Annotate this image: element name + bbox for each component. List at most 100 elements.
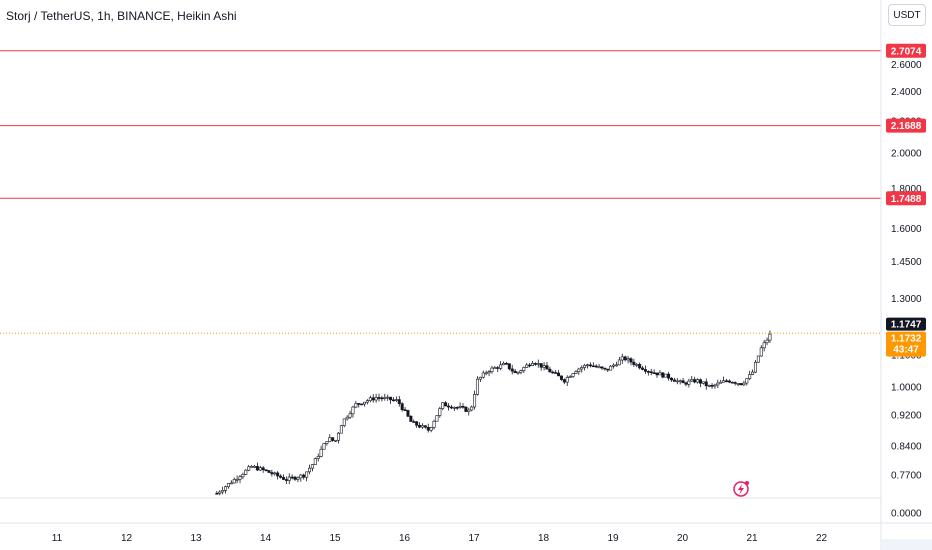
candle-body (310, 464, 314, 469)
candle-body (701, 381, 705, 384)
candle-body (635, 364, 639, 366)
candle-body (322, 443, 326, 450)
candle (586, 363, 590, 369)
chart-title: Storj / TetherUS, 1h, BINANCE, Heikin As… (6, 9, 237, 23)
y-tick-label: 1.0000 (891, 383, 922, 394)
candle-body (360, 403, 364, 406)
y-tick-label: 2.0000 (891, 149, 922, 160)
candle (409, 414, 413, 422)
candle (374, 393, 378, 403)
candle-body (554, 372, 558, 374)
candle (394, 396, 398, 402)
candle (452, 406, 456, 411)
candle-body (308, 467, 312, 473)
candle-body (655, 372, 659, 376)
candle (255, 462, 259, 472)
candle-body (722, 380, 726, 383)
candle-body (418, 424, 422, 428)
lightning-icon[interactable] (733, 481, 749, 497)
candle (658, 370, 662, 376)
level-tag (886, 118, 926, 133)
candle (565, 375, 569, 386)
candle-body (594, 365, 598, 368)
candle-body (218, 491, 222, 494)
candle (386, 394, 390, 401)
candle-body (588, 364, 592, 367)
countdown-label: 43:47 (893, 345, 919, 356)
candle (496, 365, 500, 373)
candle (342, 418, 346, 428)
candle (681, 377, 685, 384)
candle-body (507, 363, 511, 370)
candle-body (438, 408, 442, 416)
candle (403, 407, 407, 412)
candle-body (539, 363, 543, 368)
candle (507, 363, 511, 371)
candle-body (751, 371, 755, 375)
candle-body (684, 382, 688, 385)
candle (762, 339, 766, 352)
candle-body (739, 383, 743, 386)
candle (710, 383, 714, 389)
candle-body (551, 371, 555, 374)
candle-body (623, 356, 627, 361)
candle-body (759, 347, 763, 357)
candle-body (733, 382, 737, 384)
candle (510, 364, 514, 375)
candle (675, 378, 679, 385)
candle (238, 474, 242, 484)
candle-body (502, 363, 506, 366)
y-tick-label: 0.9200 (891, 411, 922, 422)
x-tick-label: 12 (121, 533, 133, 544)
candle (354, 400, 358, 409)
candle-body (591, 365, 595, 368)
candle (244, 469, 248, 476)
candle (481, 370, 485, 379)
candle (632, 358, 636, 367)
candle (667, 371, 671, 381)
candle-body (559, 375, 563, 380)
candle (435, 415, 439, 422)
candle-body (519, 370, 523, 373)
candle-body (351, 406, 355, 415)
candle (226, 483, 230, 489)
candle (438, 406, 442, 418)
candle (583, 363, 587, 371)
candle (594, 364, 598, 368)
candle (281, 474, 285, 481)
candle (449, 404, 453, 410)
candle-body (609, 365, 613, 371)
x-tick-label: 14 (260, 533, 272, 544)
x-tick-label: 13 (190, 533, 202, 544)
currency-button[interactable]: USDT (888, 4, 926, 26)
candle-body (617, 359, 621, 366)
candle (707, 384, 711, 388)
y-tick-label: 2.6000 (891, 60, 922, 71)
candle-body (238, 476, 242, 480)
candle-body (241, 474, 245, 478)
candle (261, 466, 265, 473)
candle-body (455, 407, 459, 409)
candle-body (548, 368, 552, 373)
current-price-label: 1.1732 (891, 334, 922, 345)
candle-body (470, 406, 474, 411)
y-tick-label: 0.7700 (891, 471, 922, 482)
candle-body (557, 372, 561, 377)
candle (241, 472, 245, 480)
candle-body (426, 426, 430, 431)
last-price-label: 1.1747 (891, 320, 922, 331)
candle-body (389, 396, 393, 401)
candle-body (215, 492, 219, 495)
candle (406, 409, 410, 418)
candle (377, 393, 381, 402)
candle (513, 368, 517, 374)
candle-body (533, 363, 537, 365)
candle (557, 370, 561, 377)
candle-body (522, 367, 526, 371)
candle-body (336, 432, 340, 441)
candle-body (490, 367, 494, 372)
candle (258, 465, 262, 472)
candle-body (406, 410, 410, 417)
candle (458, 402, 462, 409)
